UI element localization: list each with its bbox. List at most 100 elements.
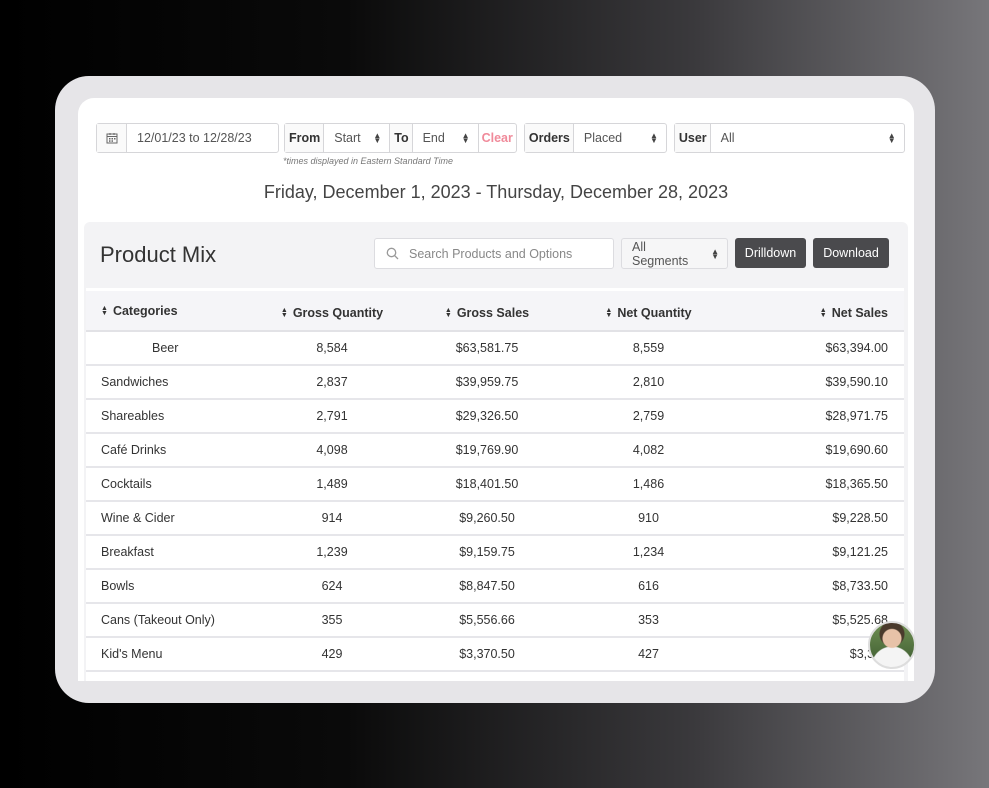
cell-gross-sales: $29,326.50 (455, 409, 519, 423)
calendar-icon[interactable] (97, 124, 127, 152)
cell-gross-quantity: 1,489 (316, 477, 348, 491)
select-arrows-icon: ▲ ▼ (649, 131, 658, 145)
time-filter-group: From Start ▲ ▼ To End ▲ ▼ Clear (284, 123, 517, 153)
date-range-field[interactable]: 12/01/23 to 12/28/23 (137, 131, 252, 145)
table-body: Beer 8,584 $63,581.75 8,559 $63,394.00 Sandwi… (86, 332, 904, 672)
cell-gross-sales: $9,260.50 (459, 511, 515, 525)
to-value: End (422, 131, 445, 145)
cell-gross-sales: $39,959.75 (455, 375, 519, 389)
sort-icon: ▲ ▼ (605, 307, 613, 319)
cell-net-quantity: 8,559 (632, 341, 665, 355)
cell-gross-sales: $9,159.75 (459, 545, 515, 559)
clear-button[interactable]: Clear (481, 131, 513, 145)
cell-net-sales: $5,525.68 (832, 613, 888, 627)
select-arrows-icon: ▲ ▼ (461, 131, 470, 145)
cell-category: Breakfast (101, 545, 154, 559)
table-row[interactable]: Cans (Takeout Only) 355 $5,556.66 353 $5,525… (86, 604, 904, 638)
user-filter-group: User All ▲ ▼ (673, 123, 905, 153)
header-gross-sales[interactable]: ▲ ▼ Gross Sales (444, 306, 530, 320)
date-range-heading: Friday, December 1, 2023 - Thursday, Dec… (263, 182, 729, 202)
cell-net-sales: $18,365.50 (825, 477, 888, 491)
timezone-note: *times displayed in Eastern Standard Tim… (283, 156, 454, 166)
cell-category: Cocktails (101, 477, 152, 491)
table-row[interactable]: Beer 8,584 $63,581.75 8,559 $63,394.00 (86, 332, 904, 366)
cell-gross-sales: $5,556.66 (459, 613, 515, 627)
cell-gross-quantity: 624 (321, 579, 343, 593)
user-label: User (674, 124, 711, 152)
cell-gross-quantity: 914 (321, 511, 343, 525)
table-row[interactable]: Cocktails 1,489 $18,401.50 1,486 $18,365.50 (86, 468, 904, 502)
table-header: ▲ ▼ Categories ▲ ▼ Gross Quantity ▲ ▼ Gross Sa… (86, 291, 904, 332)
cell-category: Sandwiches (101, 375, 169, 389)
to-select[interactable]: End ▲ ▼ (413, 124, 479, 152)
segments-value: All Segments (632, 239, 689, 268)
avatar[interactable] (868, 621, 916, 669)
orders-select[interactable]: Placed ▲ ▼ (574, 124, 666, 152)
date-range-picker[interactable]: 12/01/23 to 12/28/23 (96, 123, 279, 153)
cell-net-quantity: 1,486 (632, 477, 665, 491)
from-select[interactable]: Start ▲ ▼ (324, 124, 391, 152)
select-arrows-icon: ▲ ▼ (711, 246, 719, 261)
orders-filter-group: Orders Placed ▲ ▼ (523, 123, 667, 153)
cell-net-quantity: 1,234 (632, 545, 665, 559)
filter-bar: 12/01/23 to 12/28/23 From Start ▲ ▼ To En… (96, 123, 905, 153)
cell-gross-quantity: 429 (321, 647, 343, 661)
panel-title: Product Mix (100, 242, 217, 267)
cell-category: Kid's Menu (101, 647, 163, 661)
cell-net-sales: $28,971.75 (825, 409, 888, 423)
cell-category: Bowls (101, 579, 135, 593)
cell-gross-quantity: 355 (321, 613, 343, 627)
cell-gross-sales: $3,370.50 (459, 647, 515, 661)
from-label: From (285, 124, 325, 152)
user-value: All (720, 131, 735, 145)
orders-value: Placed (583, 131, 623, 145)
cell-category: Cans (Takeout Only) (101, 613, 215, 627)
download-button[interactable]: Download (813, 238, 889, 268)
cell-net-quantity: 2,759 (632, 409, 665, 423)
cell-net-sales: $9,121.25 (832, 545, 888, 559)
sort-icon: ▲ ▼ (101, 304, 108, 317)
cell-net-sales: $39,590.10 (825, 375, 888, 389)
select-arrows-icon: ▲ ▼ (373, 131, 382, 145)
cell-gross-quantity: 2,837 (316, 375, 348, 389)
search-icon (375, 247, 409, 260)
table-row[interactable]: Wine & Cider 914 $9,260.50 910 $9,228.50 (86, 502, 904, 536)
cell-gross-quantity: 8,584 (316, 341, 348, 355)
cell-gross-quantity: 1,239 (316, 545, 348, 559)
cell-net-quantity: 427 (638, 647, 659, 661)
header-categories[interactable]: ▲ ▼ Categories (101, 303, 178, 318)
cell-category: Shareables (101, 409, 165, 423)
search-input[interactable]: Search Products and Options (374, 238, 614, 269)
cell-gross-quantity: 4,098 (316, 443, 348, 457)
cell-net-sales: $63,394.00 (825, 341, 888, 355)
sort-icon: ▲ ▼ (819, 307, 827, 319)
cell-net-quantity: 616 (638, 579, 659, 593)
header-gross-quantity[interactable]: ▲ ▼ Gross Quantity (280, 306, 384, 320)
orders-label: Orders (524, 124, 574, 152)
cell-gross-sales: $18,401.50 (455, 477, 519, 491)
drilldown-button[interactable]: Drilldown (735, 238, 806, 268)
table-row[interactable]: Shareables 2,791 $29,326.50 2,759 $28,971.75 (86, 400, 904, 434)
table-row-partial (86, 672, 904, 681)
product-mix-table: ▲ ▼ Categories ▲ ▼ Gross Quantity ▲ ▼ Gross Sa… (86, 288, 904, 681)
table-row[interactable]: Sandwiches 2,837 $39,959.75 2,810 $39,590.10 (86, 366, 904, 400)
user-select[interactable]: All ▲ ▼ (711, 124, 904, 152)
sort-icon: ▲ ▼ (280, 307, 288, 319)
cell-net-quantity: 353 (638, 613, 659, 627)
header-net-sales[interactable]: ▲ ▼ Net Sales (819, 306, 888, 320)
segments-select[interactable]: All Segments ▲ ▼ (621, 238, 728, 269)
table-row[interactable]: Bowls 624 $8,847.50 616 $8,733.50 (86, 570, 904, 604)
cell-category: Café Drinks (101, 443, 167, 457)
table-row[interactable]: Breakfast 1,239 $9,159.75 1,234 $9,121.25 (86, 536, 904, 570)
cell-gross-sales: $8,847.50 (459, 579, 515, 593)
search-placeholder: Search Products and Options (409, 246, 573, 261)
header-net-quantity[interactable]: ▲ ▼ Net Quantity (605, 306, 692, 320)
cell-net-quantity: 2,810 (632, 375, 665, 389)
cell-net-sales: $19,690.60 (825, 443, 888, 457)
sort-icon: ▲ ▼ (444, 307, 452, 319)
table-row[interactable]: Café Drinks 4,098 $19,769.90 4,082 $19,690.6… (86, 434, 904, 468)
select-arrows-icon: ▲ ▼ (887, 131, 896, 145)
cell-gross-quantity: 2,791 (316, 409, 348, 423)
cell-category: Beer (152, 341, 179, 355)
